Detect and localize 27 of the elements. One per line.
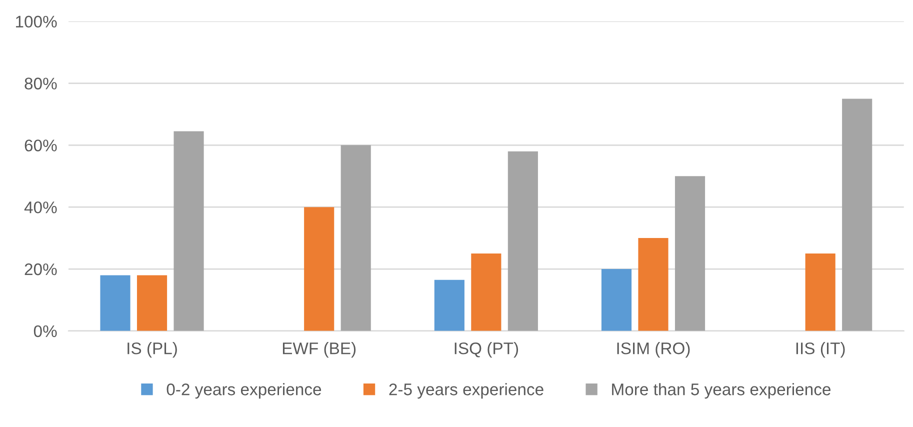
bar (601, 269, 632, 331)
bar (136, 275, 168, 331)
y-tick-label: 20% (24, 263, 57, 276)
bar (805, 254, 836, 331)
bar (434, 280, 464, 331)
x-tick-label: IS (PL) (128, 342, 177, 358)
x-tick-label: IIS (IT) (796, 342, 845, 358)
bar (842, 98, 872, 331)
bar (674, 176, 706, 331)
bar (340, 145, 371, 331)
y-tick-label: 40% (24, 201, 57, 214)
x-tick-label: ISQ (PT) (454, 342, 518, 358)
y-tick-label: 60% (24, 140, 57, 152)
x-tick-label: ISIM (RO) (617, 342, 690, 358)
y-tick-label: 80% (24, 78, 57, 90)
bar (304, 207, 334, 331)
legend-label: More than 5 years experience (612, 383, 830, 399)
x-tick-label: EWF (BE) (282, 342, 356, 358)
y-tick-label: 0% (34, 325, 57, 338)
bar (638, 238, 668, 331)
legend-label: 0-2 years experience (166, 383, 322, 399)
bar (100, 275, 130, 331)
bar (174, 131, 204, 331)
bar (471, 254, 502, 331)
bar (508, 151, 538, 331)
y-tick-label: 100% (16, 16, 57, 28)
legend-label: 2-5 years experience (389, 383, 544, 399)
